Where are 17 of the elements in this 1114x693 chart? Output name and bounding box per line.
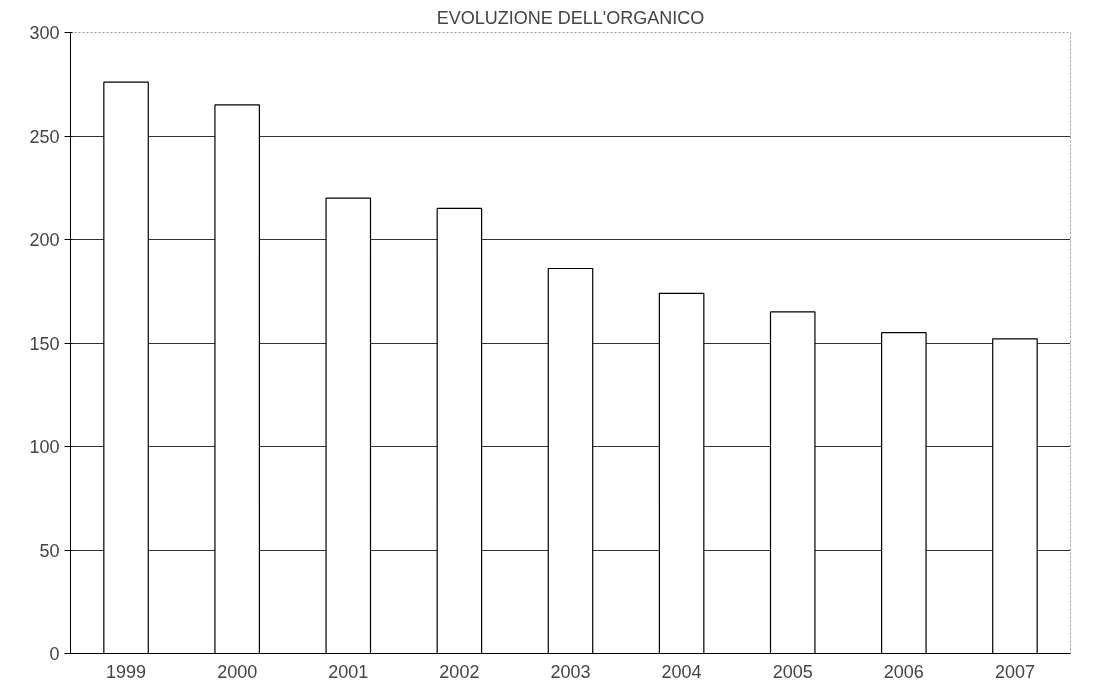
y-tick-label: 150 <box>29 333 60 354</box>
x-tick-label: 2004 <box>661 661 702 682</box>
y-tick-label: 100 <box>29 437 60 457</box>
y-tick-label: 200 <box>29 230 60 250</box>
x-tick-label: 2003 <box>550 661 591 682</box>
x-tick-label: 2006 <box>883 661 924 682</box>
x-tick-label: 2002 <box>439 661 480 682</box>
x-tick-label: 2000 <box>217 661 258 682</box>
x-tick-label: 2005 <box>772 661 813 682</box>
y-tick-label: 250 <box>29 126 60 147</box>
y-tick-label: 50 <box>39 540 60 561</box>
x-tick-label: 1999 <box>106 661 147 682</box>
x-tick-label: 2007 <box>994 661 1035 682</box>
y-tick-label: 300 <box>29 23 60 43</box>
x-tick-label: 2001 <box>328 661 369 682</box>
chart-title: EVOLUZIONE DELL'ORGANICO <box>436 7 705 28</box>
y-tick-label: 0 <box>49 644 60 664</box>
